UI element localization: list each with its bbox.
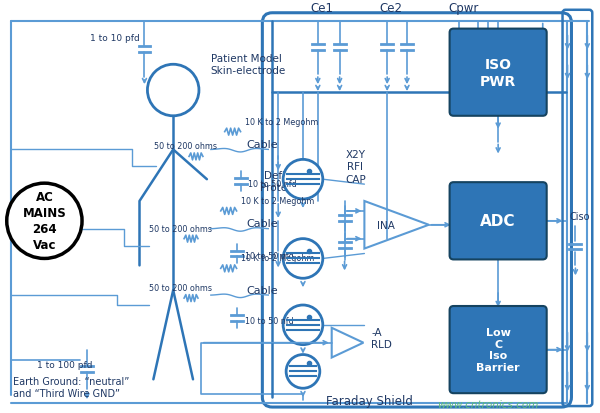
Text: 50 to 200 ohms: 50 to 200 ohms bbox=[149, 283, 212, 292]
Text: ADC: ADC bbox=[481, 214, 516, 229]
FancyBboxPatch shape bbox=[449, 183, 547, 260]
Text: X2Y
RFI
CAP: X2Y RFI CAP bbox=[345, 150, 366, 184]
Text: 50 to 200 ohms: 50 to 200 ohms bbox=[154, 142, 217, 151]
Circle shape bbox=[283, 305, 323, 345]
Text: 1 to 100 pfd: 1 to 100 pfd bbox=[37, 361, 93, 370]
Text: 1 to 10 pfd: 1 to 10 pfd bbox=[90, 34, 140, 43]
Circle shape bbox=[283, 239, 323, 279]
FancyBboxPatch shape bbox=[449, 306, 547, 393]
Text: Ce2: Ce2 bbox=[379, 2, 402, 15]
Text: 10 K to 2 Megohm: 10 K to 2 Megohm bbox=[241, 254, 314, 263]
Text: 10 to 50 nfd: 10 to 50 nfd bbox=[245, 252, 293, 261]
Text: and “Third Wire GND”: and “Third Wire GND” bbox=[13, 388, 119, 398]
Text: Cable: Cable bbox=[247, 285, 278, 295]
Text: 50 to 200 ohms: 50 to 200 ohms bbox=[149, 224, 212, 233]
Text: AC
MAINS
264
Vac: AC MAINS 264 Vac bbox=[23, 191, 66, 252]
Text: ISO
PWR: ISO PWR bbox=[480, 57, 516, 89]
Text: Faraday Shield: Faraday Shield bbox=[326, 394, 413, 407]
Text: Cpwr: Cpwr bbox=[449, 2, 479, 15]
Text: www.cntronics.com: www.cntronics.com bbox=[437, 399, 539, 409]
Text: Earth Ground: “neutral”: Earth Ground: “neutral” bbox=[13, 376, 129, 386]
Text: 10 K to 2 Megohm: 10 K to 2 Megohm bbox=[241, 197, 314, 206]
Text: -A
RLD: -A RLD bbox=[371, 327, 392, 349]
Circle shape bbox=[286, 355, 320, 388]
Text: 10 K to 2 Megohm: 10 K to 2 Megohm bbox=[245, 117, 318, 126]
Text: Defib
Protect: Defib Protect bbox=[260, 171, 297, 193]
Text: Ciso: Ciso bbox=[569, 211, 590, 221]
Text: Low
C
Iso
Barrier: Low C Iso Barrier bbox=[476, 328, 520, 372]
Text: Ce1: Ce1 bbox=[310, 2, 333, 15]
Text: Cable: Cable bbox=[247, 218, 278, 228]
Text: INA: INA bbox=[377, 220, 395, 230]
Text: 10 to 50 nfd: 10 to 50 nfd bbox=[245, 316, 293, 325]
Text: Patient Model
Skin-electrode: Patient Model Skin-electrode bbox=[211, 54, 286, 76]
Text: Cable: Cable bbox=[247, 139, 278, 149]
Circle shape bbox=[283, 160, 323, 199]
Text: 10 to 50 nfd: 10 to 50 nfd bbox=[248, 180, 297, 189]
FancyBboxPatch shape bbox=[449, 29, 547, 116]
Circle shape bbox=[7, 184, 82, 259]
